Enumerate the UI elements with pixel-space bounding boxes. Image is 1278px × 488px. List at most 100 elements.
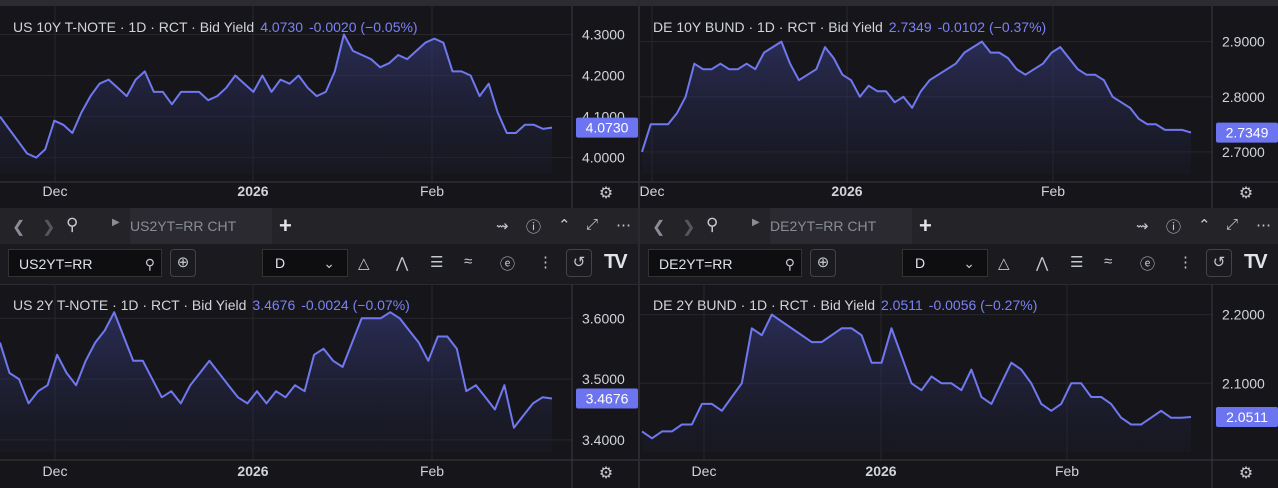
collapse-icon[interactable]: ⌃ xyxy=(558,217,571,234)
area-chart-icon[interactable]: △ xyxy=(358,255,370,272)
expand-icon[interactable]: ⤢ xyxy=(1226,216,1239,233)
x-tick-label: 2026 xyxy=(237,183,268,199)
legend-title: US 10Y T-NOTE · 1D · RCT · Bid Yield xyxy=(13,19,255,35)
interval-select[interactable]: D ⌄ xyxy=(262,249,348,277)
back-icon[interactable]: ❮ xyxy=(12,219,26,236)
price-label-bg xyxy=(576,388,638,409)
chevron-down-icon: ⌄ xyxy=(323,255,335,271)
series-line xyxy=(0,33,553,159)
search-icon[interactable]: ⚲ xyxy=(784,256,795,272)
series-area xyxy=(642,41,1191,174)
legend-title: US 2Y T-NOTE · 1D · RCT · Bid Yield xyxy=(13,297,247,313)
events-icon[interactable]: ⓔ xyxy=(1140,256,1156,273)
search-icon[interactable]: ⚲ xyxy=(144,256,155,272)
chevron-down-icon: ⌄ xyxy=(963,255,975,271)
x-tick-label: 2026 xyxy=(831,183,862,199)
price-label-bg xyxy=(576,117,638,138)
y-tick-label: 4.2000 xyxy=(582,68,625,84)
table-icon[interactable]: ☰ xyxy=(1070,254,1084,271)
add-tab-button[interactable]: + xyxy=(919,213,932,238)
link-icon[interactable]: ⇝ xyxy=(1136,218,1149,235)
chart-de-2y[interactable]: 2.2000 2.1000 Dec 2026 Feb 2.0511 ⚙ DE 2Y BUND… xyxy=(640,284,1278,488)
settings-icon[interactable]: ⚙ xyxy=(1239,183,1253,202)
more-vertical-icon[interactable]: ⋮ xyxy=(1178,254,1193,271)
more-icon[interactable]: ⋯ xyxy=(1256,217,1271,234)
x-tick-label: Feb xyxy=(1055,463,1079,479)
pane-de: 2.9000 2.8000 2.7000 Dec 2026 Feb 2.7349 ⚙ DE 1… xyxy=(640,0,1278,488)
search-icon[interactable]: ⚲ xyxy=(66,215,79,234)
y-tick-label: 3.6000 xyxy=(582,310,625,326)
price-label: 3.4676 xyxy=(586,391,629,407)
legend-value: 2.0511 xyxy=(881,297,923,313)
more-vertical-icon[interactable]: ⋮ xyxy=(538,254,553,271)
add-symbol-button[interactable]: ⊕ xyxy=(810,249,836,277)
compare-icon[interactable]: ≈ xyxy=(464,253,473,270)
x-tick-label: Dec xyxy=(692,463,717,479)
reset-button[interactable]: ↺ xyxy=(566,249,592,277)
settings-icon[interactable]: ⚙ xyxy=(1239,463,1253,482)
symbol-input[interactable]: US2YT=RR ⚲ xyxy=(8,249,162,277)
settings-icon[interactable]: ⚙ xyxy=(599,463,613,482)
y-tick-label: 2.7000 xyxy=(1222,144,1265,160)
forward-icon[interactable]: ❯ xyxy=(42,219,56,236)
indicators-icon[interactable]: ⋀ xyxy=(1036,255,1049,272)
collapse-icon[interactable]: ⌃ xyxy=(1198,217,1211,234)
more-icon[interactable]: ⋯ xyxy=(616,217,631,234)
legend: US 10Y T-NOTE · 1D · RCT · Bid Yield 4.07… xyxy=(13,19,418,35)
search-icon[interactable]: ⚲ xyxy=(706,215,719,234)
pane-divider[interactable] xyxy=(638,0,640,488)
interval-select[interactable]: D ⌄ xyxy=(902,249,988,277)
chart-us-2y[interactable]: 3.6000 3.5000 3.4000 Dec 2026 Feb 3.4676 ⚙ US 2… xyxy=(0,284,638,488)
indicators-icon[interactable]: ⋀ xyxy=(396,255,409,272)
chart-svg: 3.6000 3.5000 3.4000 Dec 2026 Feb 3.4676 ⚙ xyxy=(0,284,638,488)
ric-tab[interactable]: US2YT=RR CHT xyxy=(130,208,272,244)
legend-title: DE 10Y BUND · 1D · RCT · Bid Yield xyxy=(653,19,883,35)
add-symbol-button[interactable]: ⊕ xyxy=(170,249,196,277)
legend: DE 10Y BUND · 1D · RCT · Bid Yield 2.7349… xyxy=(653,19,1046,35)
ric-tab[interactable]: DE2YT=RR CHT xyxy=(770,208,912,244)
series-area xyxy=(0,34,552,174)
add-tab-button[interactable]: + xyxy=(279,213,292,238)
chart-de-10y[interactable]: 2.9000 2.8000 2.7000 Dec 2026 Feb 2.7349 ⚙ DE 1… xyxy=(640,6,1278,208)
events-icon[interactable]: ⓔ xyxy=(500,256,516,273)
help-icon[interactable]: ⓘ xyxy=(1166,219,1182,236)
price-label-bg xyxy=(1216,406,1278,427)
interval-value: D xyxy=(275,255,286,271)
chevron-right-icon: ▶ xyxy=(112,217,120,228)
legend-value: 3.4676 xyxy=(252,297,296,313)
interval-value: D xyxy=(915,255,926,271)
link-icon[interactable]: ⇝ xyxy=(496,218,509,235)
reset-button[interactable]: ↺ xyxy=(1206,249,1232,277)
y-tick-label: 3.4000 xyxy=(582,432,625,448)
series-line xyxy=(641,313,1192,440)
settings-icon[interactable]: ⚙ xyxy=(599,183,613,202)
x-tick-label: 2026 xyxy=(237,463,268,479)
compare-icon[interactable]: ≈ xyxy=(1104,253,1113,270)
y-tick-label: 2.9000 xyxy=(1222,34,1265,50)
chart-svg: 2.2000 2.1000 Dec 2026 Feb 2.0511 ⚙ xyxy=(640,284,1278,488)
symbol-input[interactable]: DE2YT=RR ⚲ xyxy=(648,249,802,277)
forward-icon[interactable]: ❯ xyxy=(682,219,696,236)
series-area xyxy=(642,314,1191,452)
help-icon[interactable]: ⓘ xyxy=(526,219,542,236)
y-tick-label: 4.0000 xyxy=(582,150,625,166)
area-chart-icon[interactable]: △ xyxy=(998,255,1010,272)
top-strip xyxy=(640,0,1278,6)
price-label: 4.0730 xyxy=(586,120,629,136)
back-icon[interactable]: ❮ xyxy=(652,219,666,236)
y-tick-label: 4.3000 xyxy=(582,27,625,43)
legend: DE 2Y BUND · 1D · RCT · Bid Yield 2.0511-… xyxy=(653,297,1037,313)
tab-toolbar: ❮ ❯ ⚲ ▶ US2YT=RR CHT + ⇝ ⓘ ⌃ ⤢ ⋯ xyxy=(0,208,638,244)
x-tick-label: Dec xyxy=(43,183,68,199)
pane-us: 4.3000 4.2000 4.1000 4.0000 Dec 2026 Feb 4.0730… xyxy=(0,0,638,488)
expand-icon[interactable]: ⤢ xyxy=(586,216,599,233)
y-tick-label: 2.2000 xyxy=(1222,307,1265,323)
price-label: 2.0511 xyxy=(1226,409,1268,425)
chart-us-10y[interactable]: 4.3000 4.2000 4.1000 4.0000 Dec 2026 Feb 4.0730… xyxy=(0,6,638,208)
table-icon[interactable]: ☰ xyxy=(430,254,444,271)
legend-change: -0.0024 (−0.07%) xyxy=(301,297,410,313)
symbol-input-value: DE2YT=RR xyxy=(659,256,733,272)
x-tick-label: Dec xyxy=(43,463,68,479)
series-line xyxy=(0,311,553,429)
